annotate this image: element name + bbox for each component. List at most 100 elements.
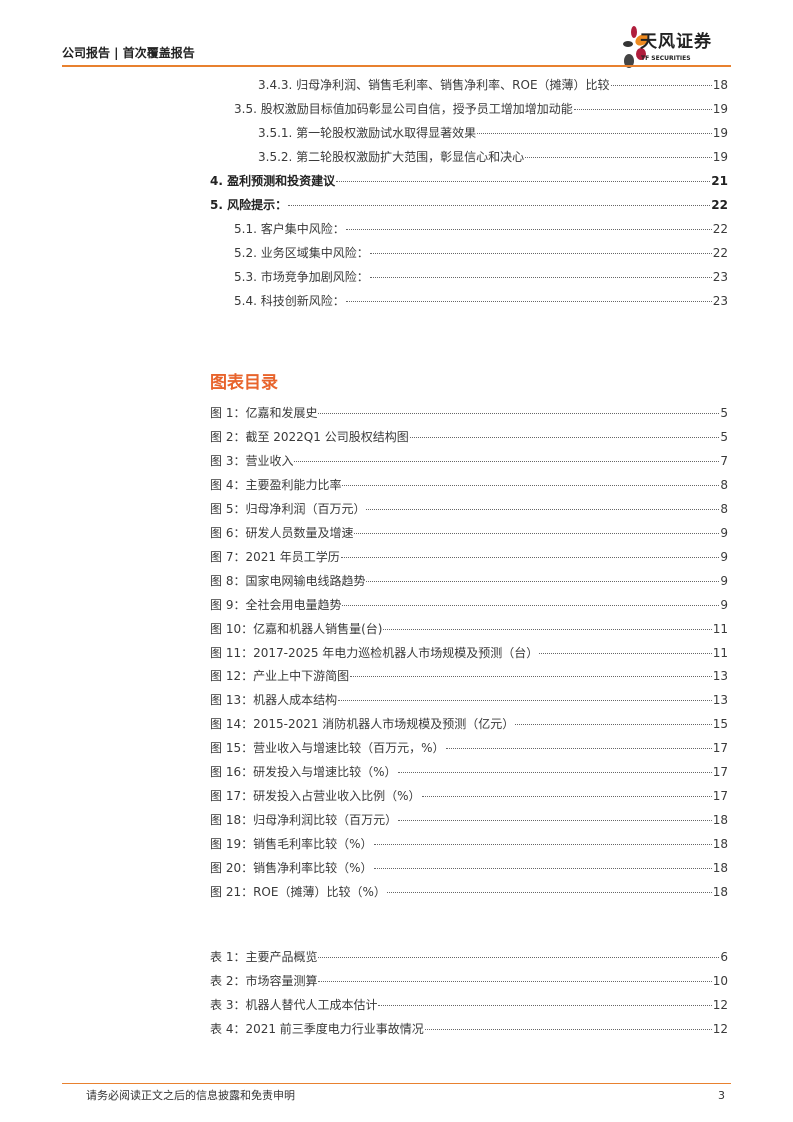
entry-page: 6 [720, 950, 728, 964]
toc-entry[interactable]: 5.1. 客户集中风险： 22 [234, 221, 728, 237]
table-entry[interactable]: 表 4：2021 前三季度电力行业事故情况 12 [210, 1021, 728, 1037]
entry-page: 12 [712, 1022, 728, 1036]
figure-entry[interactable]: 图 12：产业上中下游简图 13 [210, 668, 728, 684]
toc-entry[interactable]: 5.3. 市场竞争加剧风险： 23 [234, 269, 728, 285]
dot-leader [354, 532, 720, 534]
dot-leader [383, 628, 712, 630]
toc-entry[interactable]: 3.4.3. 归母净利润、销售毛利率、销售净利率、ROE（摊薄）比较 18 [258, 77, 728, 93]
figure-entry[interactable]: 图 7：2021 年员工学历 9 [210, 549, 728, 565]
entry-title: 4. 盈利预测和投资建议 [210, 174, 336, 188]
entry-page: 11 [712, 645, 728, 660]
toc-entry[interactable]: 5.2. 业务区域集中风险： 22 [234, 245, 728, 261]
figure-entry[interactable]: 图 10：亿嘉和机器人销售量(台) 11 [210, 621, 728, 637]
entry-page: 22 [712, 222, 728, 236]
toc-entry[interactable]: 4. 盈利预测和投资建议 21 [210, 173, 728, 189]
entry-title: 图 10：亿嘉和机器人销售量(台) [210, 621, 383, 636]
entry-page: 5 [720, 406, 728, 420]
entry-page: 18 [712, 837, 728, 852]
figure-entry[interactable]: 图 15：营业收入与增速比较（百万元，%） 17 [210, 740, 728, 756]
dot-leader [445, 748, 712, 750]
entry-title: 表 4：2021 前三季度电力行业事故情况 [210, 1022, 424, 1036]
entry-title: 表 1：主要产品概览 [210, 950, 318, 964]
footer-disclaimer: 请务必阅读正文之后的信息披露和免责申明 [86, 1089, 295, 1102]
dot-leader [345, 229, 712, 230]
dot-leader [340, 556, 720, 558]
entry-title: 图 16：研发投入与增速比较（%） [210, 765, 397, 780]
entry-page: 8 [720, 501, 728, 516]
figure-entry[interactable]: 图 11：2017-2025 年电力巡检机器人市场规模及预测（台） 11 [210, 645, 728, 661]
entry-page: 19 [712, 102, 728, 116]
toc-entry[interactable]: 5.4. 科技创新风险： 23 [234, 293, 728, 309]
entry-page: 23 [712, 294, 728, 308]
figure-entry[interactable]: 图 9：全社会用电量趋势 9 [210, 597, 728, 613]
dot-leader [318, 957, 720, 958]
figure-entry[interactable]: 图 4：主要盈利能力比率 8 [210, 477, 728, 493]
figure-entry[interactable]: 图 2：截至 2022Q1 公司股权结构图 5 [210, 429, 728, 445]
figure-entry[interactable]: 图 8：国家电网输电线路趋势 9 [210, 573, 728, 589]
entry-page: 12 [712, 998, 728, 1012]
entry-title: 图 3：营业收入 [210, 453, 294, 468]
entry-page: 22 [712, 246, 728, 260]
figure-entry[interactable]: 图 5：归母净利润（百万元） 8 [210, 501, 728, 517]
dot-leader [318, 981, 712, 982]
table-entry[interactable]: 表 2：市场容量测算 10 [210, 973, 728, 989]
entry-title: 图 7：2021 年员工学历 [210, 549, 340, 564]
figure-entry[interactable]: 图 16：研发投入与增速比较（%） 17 [210, 764, 728, 780]
entry-title: 5.4. 科技创新风险： [234, 294, 345, 308]
dot-leader [288, 205, 711, 206]
header-divider [62, 65, 731, 67]
dot-leader [477, 133, 712, 134]
entry-title: 3.5.1. 第一轮股权激励试水取得显著效果 [258, 126, 477, 140]
entry-page: 9 [720, 549, 728, 564]
entry-page: 18 [712, 861, 728, 876]
entry-title: 图 5：归母净利润（百万元） [210, 501, 366, 516]
entry-title: 5.1. 客户集中风险： [234, 222, 345, 236]
figure-entry[interactable]: 图 17：研发投入占营业收入比例（%） 17 [210, 788, 728, 804]
entry-page: 17 [712, 765, 728, 780]
entry-title: 表 3：机器人替代人工成本估计 [210, 998, 378, 1012]
dot-leader [369, 277, 712, 278]
toc-entry[interactable]: 3.5.1. 第一轮股权激励试水取得显著效果 19 [258, 125, 728, 141]
dot-leader [318, 413, 720, 414]
page-number: 3 [718, 1089, 725, 1102]
figure-entry[interactable]: 图 14：2015-2021 消防机器人市场规模及预测（亿元） 15 [210, 716, 728, 732]
entry-page: 18 [712, 78, 728, 92]
figure-entry[interactable]: 图 19：销售毛利率比较（%） 18 [210, 836, 728, 852]
figure-entry[interactable]: 图 21：ROE（摊薄）比较（%） 18 [210, 884, 728, 900]
toc-entry[interactable]: 3.5. 股权激励目标值加码彰显公司自信，授予员工增加增加动能 19 [234, 101, 728, 117]
figure-entry[interactable]: 图 20：销售净利率比较（%） 18 [210, 860, 728, 876]
figure-entry[interactable]: 图 18：归母净利润比较（百万元） 18 [210, 812, 728, 828]
table-entry[interactable]: 表 3：机器人替代人工成本估计 12 [210, 997, 728, 1013]
entry-title: 图 12：产业上中下游简图 [210, 669, 350, 684]
entry-page: 15 [712, 717, 728, 732]
footer-divider [62, 1083, 731, 1084]
entry-title: 3.5.2. 第二轮股权激励扩大范围，彰显信心和决心 [258, 150, 525, 164]
entry-page: 19 [712, 126, 728, 140]
dot-leader [573, 109, 712, 110]
report-type-header: 公司报告 | 首次覆盖报告 [62, 46, 195, 60]
dot-leader [421, 796, 712, 798]
dot-leader [369, 253, 712, 254]
entry-page: 9 [720, 573, 728, 588]
figure-entry[interactable]: 图 13：机器人成本结构 13 [210, 692, 728, 708]
entry-page: 13 [712, 693, 728, 708]
entry-title: 图 17：研发投入占营业收入比例（%） [210, 789, 421, 804]
tf-securities-logo [623, 26, 649, 68]
entry-title: 图 14：2015-2021 消防机器人市场规模及预测（亿元） [210, 717, 515, 732]
dot-leader [345, 301, 712, 302]
entry-page: 19 [712, 150, 728, 164]
figure-entry[interactable]: 图 3：营业收入 7 [210, 453, 728, 469]
entry-title: 图 8：国家电网输电线路趋势 [210, 573, 366, 588]
dot-leader [378, 1005, 712, 1006]
figure-entry[interactable]: 图 6：研发人员数量及增速 9 [210, 525, 728, 541]
entry-title: 5.2. 业务区域集中风险： [234, 246, 369, 260]
figure-entry[interactable]: 图 1：亿嘉和发展史 5 [210, 405, 728, 421]
toc-entry[interactable]: 3.5.2. 第二轮股权激励扩大范围，彰显信心和决心 19 [258, 149, 728, 165]
table-entry[interactable]: 表 1：主要产品概览 6 [210, 949, 728, 965]
dot-leader [525, 157, 712, 158]
dot-leader [515, 724, 712, 726]
entry-title: 图 13：机器人成本结构 [210, 693, 338, 708]
entry-page: 17 [712, 741, 728, 756]
entry-page: 9 [720, 597, 728, 612]
toc-entry[interactable]: 5. 风险提示： 22 [210, 197, 728, 213]
